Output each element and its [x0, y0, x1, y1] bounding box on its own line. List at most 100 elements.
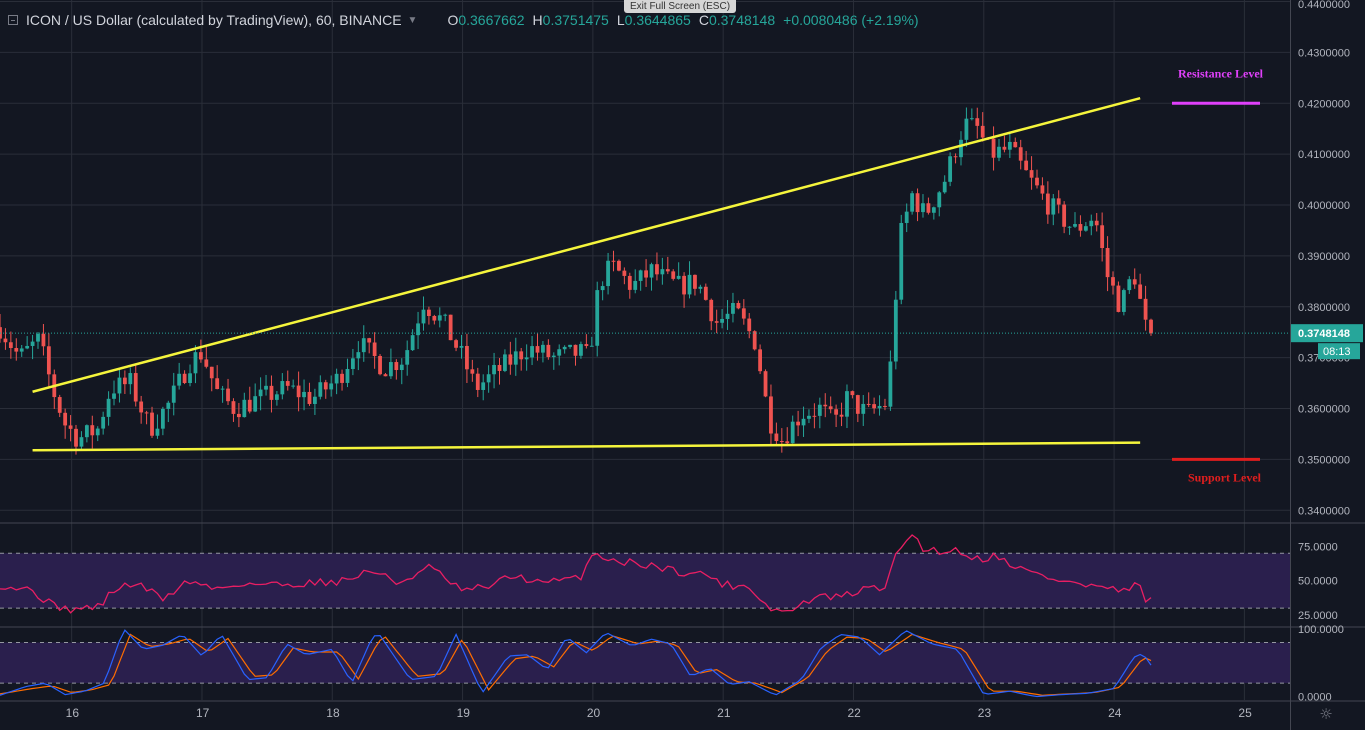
candle-body	[1056, 198, 1061, 205]
candle-body	[253, 396, 258, 412]
candle-body	[465, 345, 469, 370]
candle-body	[752, 331, 757, 350]
candle-body	[1094, 220, 1099, 226]
close-value: 0.3748148	[708, 12, 776, 28]
candle-body	[280, 381, 285, 395]
candle-body	[758, 349, 763, 372]
open-label: O	[447, 12, 459, 28]
candle-body	[351, 358, 355, 369]
candle-body	[486, 374, 491, 383]
candle-body	[921, 203, 925, 213]
price-axis-tick: 0.4400000	[1298, 0, 1350, 11]
candle-body	[95, 428, 100, 436]
candle-body	[790, 421, 795, 444]
time-axis-tick: 23	[978, 706, 992, 720]
candle-body	[1062, 204, 1067, 227]
candle-body	[57, 397, 62, 413]
candle-body	[503, 354, 507, 371]
candle-body	[519, 351, 524, 360]
candle-body	[991, 138, 996, 158]
candle-body	[416, 323, 420, 336]
candle-body	[258, 389, 263, 397]
candle-body	[796, 421, 801, 426]
candle-body	[997, 146, 1001, 158]
candle-body	[709, 299, 714, 322]
candle-body	[589, 345, 594, 347]
time-axis-tick: 22	[847, 706, 861, 720]
time-axis-tick: 21	[717, 706, 731, 720]
candle-body	[915, 193, 920, 213]
countdown-label: 08:13	[1323, 346, 1351, 358]
candle-body	[1007, 141, 1012, 150]
candle-body	[850, 391, 855, 396]
candle-body	[345, 368, 350, 383]
candle-body	[1111, 277, 1115, 286]
gear-icon[interactable]: ☼	[1319, 705, 1333, 723]
candle-body	[910, 193, 915, 212]
candle-body	[541, 344, 545, 353]
candle-body	[812, 415, 817, 417]
high-label: H	[532, 12, 543, 28]
candle-body	[682, 275, 686, 295]
candle-body	[883, 405, 887, 407]
candle-body	[383, 374, 388, 377]
candle-body	[14, 348, 19, 352]
candle-body	[535, 346, 540, 353]
candle-body	[84, 425, 89, 438]
candle-body	[741, 308, 746, 319]
candle-body	[931, 207, 936, 213]
price-axis-tick: 0.3600000	[1298, 404, 1350, 416]
candle-body	[959, 139, 963, 158]
candle-body	[1035, 177, 1039, 186]
candle-body	[155, 428, 160, 436]
candle-body	[410, 335, 415, 351]
last-price-tag	[1291, 324, 1363, 343]
candle-body	[1040, 185, 1045, 194]
candle-body	[785, 441, 790, 444]
candle-body	[274, 394, 279, 400]
candle-body	[693, 274, 697, 289]
candle-body	[676, 275, 681, 279]
candle-body	[524, 357, 529, 360]
candle-body	[807, 415, 811, 419]
candle-body	[975, 118, 980, 126]
support-level-label: Support Level	[1188, 470, 1262, 484]
candle-body	[638, 270, 643, 281]
candle-body	[68, 425, 73, 429]
candle-body	[926, 203, 931, 213]
symbol-title[interactable]: ICON / US Dollar (calculated by TradingV…	[26, 12, 402, 28]
candle-body	[133, 373, 138, 402]
candle-body	[443, 314, 448, 316]
exit-fullscreen-button[interactable]: Exit Full Screen (ESC)	[624, 0, 737, 13]
candle-body	[1143, 298, 1148, 320]
price-axis-tick: 0.4200000	[1298, 98, 1350, 110]
candle-body	[551, 355, 556, 358]
candle-body	[242, 399, 247, 418]
candle-body	[562, 346, 567, 350]
collapse-icon[interactable]	[8, 15, 18, 25]
rsi-line	[0, 534, 1152, 614]
candle-body	[595, 290, 600, 346]
candle-body	[459, 345, 464, 348]
candle-body	[600, 286, 605, 291]
candle-body	[568, 344, 572, 347]
chevron-down-icon[interactable]: ▼	[407, 14, 418, 26]
candle-body	[817, 404, 822, 416]
candle-body	[611, 260, 616, 262]
candle-body	[378, 355, 382, 375]
candle-body	[112, 393, 116, 399]
candle-body	[226, 388, 230, 402]
candle-body	[340, 373, 344, 383]
candle-body	[530, 346, 534, 358]
candle-body	[399, 364, 404, 371]
candle-body	[866, 403, 871, 405]
candle-body	[1024, 160, 1029, 171]
candle-body	[649, 264, 654, 278]
candle-body	[698, 286, 703, 289]
candle-body	[63, 412, 68, 426]
candle-body	[1116, 285, 1121, 312]
candle-body	[1083, 226, 1088, 231]
close-label: C	[698, 12, 709, 28]
candle-body	[980, 125, 985, 138]
